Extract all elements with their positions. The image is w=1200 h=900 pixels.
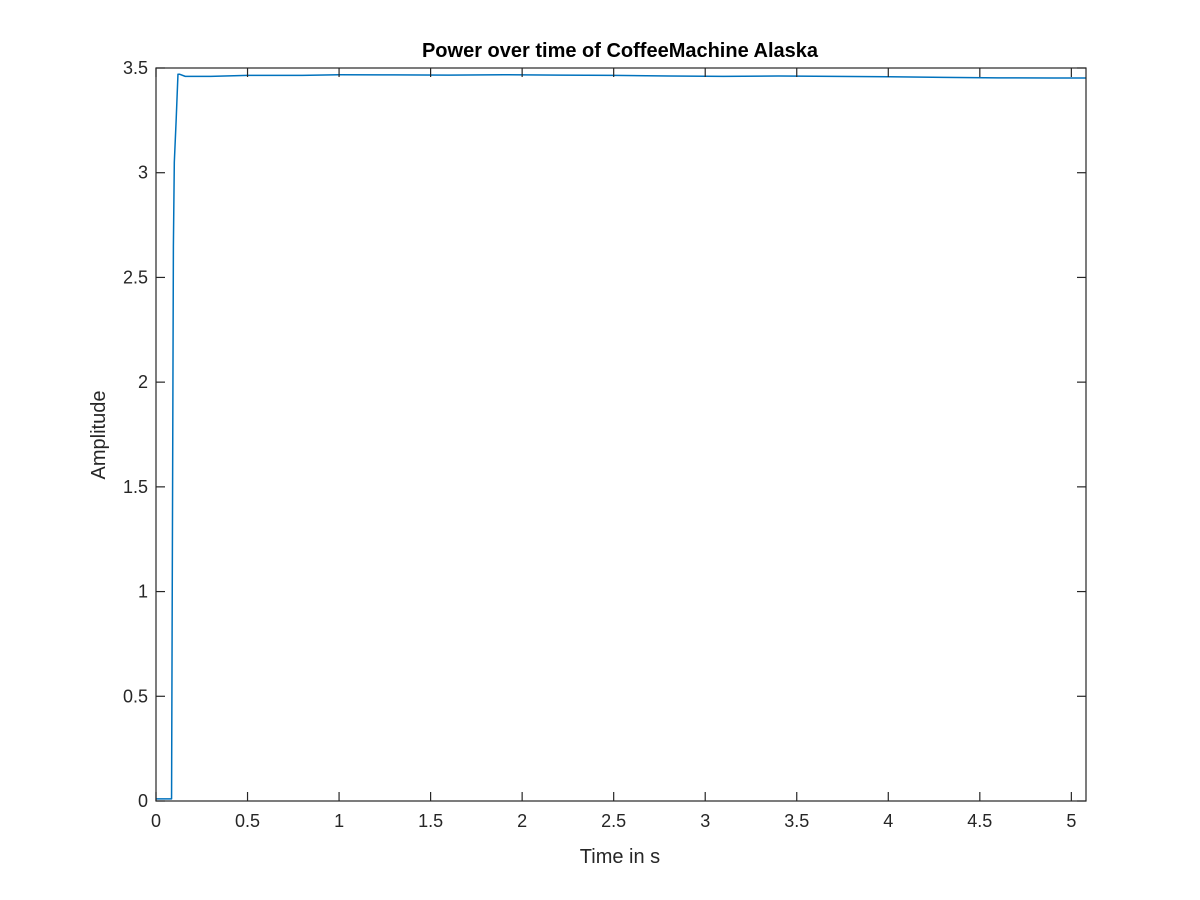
- y-tick-label: 3.5: [123, 58, 148, 78]
- x-tick-label: 0: [151, 811, 161, 831]
- axes-box: [155, 67, 1087, 802]
- y-tick-label: 3: [138, 163, 148, 183]
- x-tick-label: 3.5: [784, 811, 809, 831]
- series-line-1: [156, 73, 1086, 800]
- y-tick-label: 1: [138, 582, 148, 602]
- x-tick-label: 2: [517, 811, 527, 831]
- y-tick-label: 2.5: [123, 267, 148, 287]
- y-tick-label: 0: [138, 791, 148, 811]
- x-tick-label: 1: [334, 811, 344, 831]
- chart-title: Power over time of CoffeeMachine Alaska: [422, 40, 819, 62]
- plot-area: 0 0.5 1 1.5 2 2.5 3 3.5 4 4.5 5 0 0.5 1 1.5 2 2.5 3 3.5: [123, 58, 1087, 831]
- y-tick-label: 2: [138, 372, 148, 392]
- x-axis-label: Time in s: [580, 846, 660, 868]
- y-tick-label: 0.5: [123, 686, 148, 706]
- x-tick-label: 3: [700, 811, 710, 831]
- x-tick-label: 5: [1066, 811, 1076, 831]
- x-tick-label: 4: [883, 811, 893, 831]
- y-tick-label: 1.5: [123, 477, 148, 497]
- x-tick-label: 4.5: [967, 811, 992, 831]
- x-tick-label: 0.5: [235, 811, 260, 831]
- x-tick-label: 1.5: [418, 811, 443, 831]
- x-tick-label: 2.5: [601, 811, 626, 831]
- axes-background: [156, 68, 1086, 801]
- y-axis-label: Amplitude: [88, 391, 110, 480]
